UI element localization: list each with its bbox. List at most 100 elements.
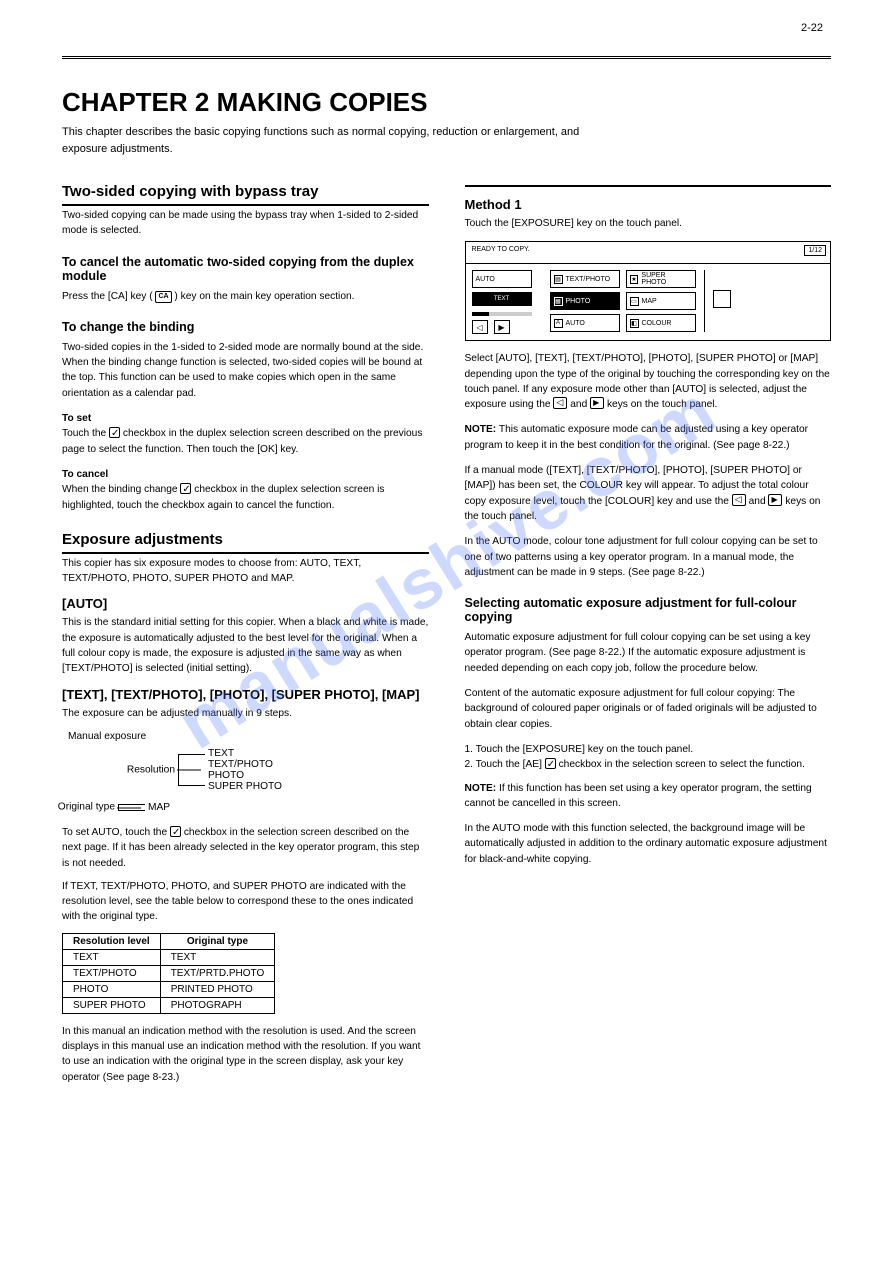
td: PRINTED PHOTO bbox=[160, 981, 275, 997]
txt: Touch the bbox=[62, 428, 109, 439]
exposure-panel: READY TO COPY. 1/12 AUTO TEXT ◁ ▶ ▤TEXT/… bbox=[465, 241, 832, 341]
chapter-intro: This chapter describes the basic copying… bbox=[62, 124, 600, 157]
panel-cell[interactable]: ▤TEXT/PHOTO bbox=[550, 270, 620, 288]
txt: 2. Touch the [AE] bbox=[465, 759, 545, 770]
txt: To set AUTO, touch the bbox=[62, 827, 170, 838]
panel-cell[interactable]: ★SUPER PHOTO bbox=[626, 270, 696, 288]
p-ae-2: Content of the automatic exposure adjust… bbox=[465, 686, 832, 732]
right-arrow-icon bbox=[768, 494, 782, 506]
tree-res-label: Resolution bbox=[91, 764, 175, 775]
note-2: NOTE: If this function has been set usin… bbox=[465, 781, 832, 812]
h2-two-sided: Two-sided copying with bypass tray bbox=[62, 183, 429, 206]
method-1: Method 1 bbox=[465, 197, 832, 212]
h3-ae-fullcolour: Selecting automatic exposure adjustment … bbox=[465, 596, 832, 624]
exposure-tree: Manual exposure Resolution TEXT TEXT/PHO… bbox=[68, 731, 429, 813]
p-binding-desc: Two-sided copies in the 1-sided to 2-sid… bbox=[62, 340, 429, 401]
p-ae-last: In the AUTO mode with this function sele… bbox=[465, 821, 832, 867]
txt: and bbox=[749, 496, 769, 507]
txt: ) key on the main key operation section. bbox=[174, 291, 354, 302]
panel-cell[interactable]: AAUTO bbox=[550, 314, 620, 332]
panel-ok[interactable] bbox=[713, 290, 731, 308]
td: TEXT bbox=[63, 949, 161, 965]
panel-pager: 1/12 bbox=[804, 245, 826, 256]
panel-topbar: READY TO COPY. 1/12 bbox=[466, 242, 831, 264]
step-1: 1. Touch the [EXPOSURE] key on the touch… bbox=[465, 742, 832, 757]
txt: keys on the touch panel. bbox=[607, 399, 717, 410]
tree-root: Manual exposure bbox=[68, 731, 429, 742]
super-icon: ★ bbox=[630, 275, 639, 284]
panel-cell[interactable]: ◧COLOUR bbox=[626, 314, 696, 332]
note-body: If this function has been set using a ke… bbox=[465, 783, 812, 809]
p-auto: This is the standard initial setting for… bbox=[62, 615, 429, 676]
p-ca-key: Press the [CA] key ( CA ) key on the mai… bbox=[62, 289, 429, 304]
note: NOTE: This automatic exposure mode can b… bbox=[465, 422, 832, 453]
tree-item: MAP bbox=[148, 802, 429, 813]
ca-icon: CA bbox=[155, 291, 171, 304]
tree-branch-resolution: Resolution TEXT TEXT/PHOTO PHOTO SUPER P… bbox=[208, 748, 429, 792]
exposure-scale bbox=[472, 312, 532, 316]
p-exposure-intro: This copier has six exposure modes to ch… bbox=[62, 556, 429, 587]
right-column: Method 1 Touch the [EXPOSURE] key on the… bbox=[465, 183, 832, 1095]
th-res: Resolution level bbox=[63, 933, 161, 949]
panel-divider bbox=[704, 270, 705, 332]
left-arrow-icon bbox=[732, 494, 746, 506]
tree-branch-original: Original type MAP bbox=[148, 802, 429, 813]
txt: checkbox in the selection screen to sele… bbox=[559, 759, 805, 770]
colour-icon: ◧ bbox=[630, 319, 639, 328]
step-2: 2. Touch the [AE] checkbox in the select… bbox=[465, 757, 832, 772]
checkbox-icon bbox=[170, 826, 181, 837]
txt: and bbox=[570, 399, 590, 410]
left-column: Two-sided copying with bypass tray Two-s… bbox=[62, 183, 429, 1095]
p-manual: The exposure can be adjusted manually in… bbox=[62, 706, 429, 721]
p-method-1: Touch the [EXPOSURE] key on the touch pa… bbox=[465, 216, 832, 231]
p-ae-checkbox: To set AUTO, touch the checkbox in the s… bbox=[62, 825, 429, 871]
checkbox-icon bbox=[180, 483, 191, 494]
auto-icon: A bbox=[554, 319, 563, 328]
panel-grid: AUTO TEXT ◁ ▶ ▤TEXT/PHOTO ▦PHOTO AAUTO ★… bbox=[466, 264, 831, 340]
resolution-table: Resolution level Original type TEXTTEXT … bbox=[62, 933, 275, 1014]
tree-item: PHOTO bbox=[208, 770, 429, 781]
p-res-orig-map: If TEXT, TEXT/PHOTO, PHOTO, and SUPER PH… bbox=[62, 879, 429, 925]
txt: Press the [CA] key ( bbox=[62, 291, 153, 302]
p-to-set: Touch the checkbox in the duplex selecti… bbox=[62, 426, 429, 457]
tree-orig-label: Original type bbox=[41, 802, 115, 813]
p-indication-note: In this manual an indication method with… bbox=[62, 1024, 429, 1085]
p-colour-key: If a manual mode ([TEXT], [TEXT/PHOTO], … bbox=[465, 463, 832, 524]
map-icon: ▭ bbox=[630, 297, 639, 306]
checkbox-icon bbox=[545, 758, 556, 769]
p-ae-1: Automatic exposure adjustment for full c… bbox=[465, 630, 832, 676]
td: TEXT/PHOTO bbox=[63, 965, 161, 981]
txt: When the binding change bbox=[62, 484, 180, 495]
tree-item: SUPER PHOTO bbox=[208, 781, 429, 792]
checkbox-icon bbox=[109, 427, 120, 438]
p-two-sided: Two-sided copying can be made using the … bbox=[62, 208, 429, 239]
note-body: This automatic exposure mode can be adju… bbox=[465, 424, 809, 450]
td: PHOTO bbox=[63, 981, 161, 997]
label-to-set: To set bbox=[62, 411, 429, 426]
td: TEXT/PRTD.PHOTO bbox=[160, 965, 275, 981]
h-manual-list: [TEXT], [TEXT/PHOTO], [PHOTO], [SUPER PH… bbox=[62, 687, 429, 702]
td: TEXT bbox=[160, 949, 275, 965]
panel-cell-text-hi[interactable]: TEXT bbox=[472, 292, 532, 306]
p-select-mode: Select [AUTO], [TEXT], [TEXT/PHOTO], [PH… bbox=[465, 351, 832, 412]
h3-cancel-auto: To cancel the automatic two-sided copyin… bbox=[62, 255, 429, 283]
h3-change-binding: To change the binding bbox=[62, 320, 429, 334]
bracket-line: Resolution bbox=[178, 754, 179, 786]
panel-cell-hi[interactable]: ▦PHOTO bbox=[550, 292, 620, 310]
doc-icon: ▤ bbox=[554, 275, 563, 284]
right-arrow-icon bbox=[590, 397, 604, 409]
left-arrow-key[interactable]: ◁ bbox=[472, 320, 488, 334]
tree-item: TEXT bbox=[208, 748, 429, 759]
right-arrow-key[interactable]: ▶ bbox=[494, 320, 510, 334]
label-to-cancel: To cancel bbox=[62, 467, 429, 482]
right-top-rule bbox=[465, 185, 832, 187]
td: PHOTOGRAPH bbox=[160, 997, 275, 1013]
note-hd: NOTE: bbox=[465, 783, 497, 794]
panel-cell[interactable]: ▭MAP bbox=[626, 292, 696, 310]
chapter-title: CHAPTER 2 MAKING COPIES bbox=[62, 87, 831, 118]
p-auto-colour-tone: In the AUTO mode, colour tone adjustment… bbox=[465, 534, 832, 580]
panel-cell-auto[interactable]: AUTO bbox=[472, 270, 532, 288]
note-hd: NOTE: bbox=[465, 424, 497, 435]
td: SUPER PHOTO bbox=[63, 997, 161, 1013]
th-orig: Original type bbox=[160, 933, 275, 949]
